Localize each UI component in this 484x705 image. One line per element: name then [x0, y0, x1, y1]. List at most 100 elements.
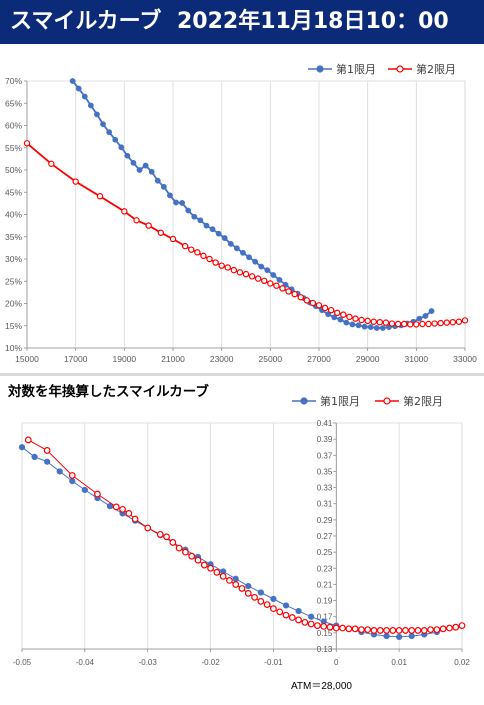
y-tick-label: 0.35	[317, 467, 333, 476]
data-point	[242, 270, 250, 278]
data-point	[279, 285, 286, 292]
data-point	[439, 625, 447, 633]
data-point	[364, 626, 372, 634]
data-point	[81, 486, 88, 494]
data-point	[383, 627, 390, 634]
data-point	[395, 627, 403, 634]
data-point	[422, 313, 429, 319]
legend-label: 第2限月	[416, 62, 456, 76]
data-point	[361, 323, 368, 330]
data-point	[276, 608, 284, 616]
data-point	[252, 258, 259, 265]
x-tick-label: 0.02	[454, 658, 470, 667]
data-point	[254, 275, 262, 282]
y-tick-label: 0.33	[317, 484, 333, 493]
data-point	[288, 614, 296, 621]
data-point	[94, 111, 100, 118]
data-point	[125, 509, 133, 517]
data-point	[267, 280, 274, 287]
data-point	[167, 192, 173, 199]
x-tick-label: 27000	[307, 354, 331, 364]
y-tick-label: 40%	[5, 210, 22, 220]
data-point	[212, 259, 219, 266]
data-point	[358, 626, 365, 634]
data-point	[68, 472, 76, 479]
data-point	[185, 207, 192, 214]
data-point	[238, 585, 246, 592]
x-tick-label: 19000	[113, 354, 137, 364]
legend-marker	[300, 397, 308, 405]
y-tick-label: 0.13	[317, 645, 333, 654]
data-point	[337, 316, 344, 323]
data-point	[307, 620, 315, 628]
y-tick-label: 15%	[5, 321, 22, 331]
data-point	[181, 242, 189, 250]
data-point	[142, 162, 149, 169]
smile-curve-svg: 10% 15% 20% 25% 30% 35% 40% 45% 50% 55% 60% 65% 70% 1…	[5, 62, 477, 364]
data-point	[215, 230, 222, 237]
data-point	[230, 266, 238, 274]
data-point	[408, 632, 415, 640]
data-point	[370, 627, 378, 634]
data-point	[169, 539, 177, 546]
data-point	[232, 581, 240, 588]
series-line	[26, 142, 466, 326]
data-point	[452, 623, 460, 631]
data-point	[455, 318, 463, 325]
data-point	[136, 167, 143, 173]
data-point	[355, 322, 362, 329]
y-tick-label: 0.19	[317, 597, 333, 606]
atm-label: ATM＝28,000	[291, 681, 352, 692]
legend-marker	[396, 65, 404, 73]
x-tick-label: -0.02	[201, 658, 220, 667]
legend-marker	[316, 65, 324, 73]
data-point	[182, 548, 189, 556]
x-tick-label: 31000	[405, 354, 429, 364]
x-tick-label: -0.03	[139, 658, 158, 667]
data-point	[72, 178, 79, 185]
data-point	[133, 217, 140, 224]
data-point	[227, 240, 234, 247]
data-point	[315, 302, 323, 309]
plot-frame	[21, 422, 463, 650]
data-point	[119, 505, 126, 513]
y-tick-label: 50%	[5, 165, 22, 175]
y-tick-label: 35%	[5, 232, 22, 242]
data-point	[339, 624, 346, 632]
data-point	[433, 626, 441, 634]
data-point	[87, 102, 94, 109]
data-point	[148, 168, 155, 175]
data-point	[94, 490, 101, 498]
y-tick-label: 0.15	[317, 629, 333, 638]
data-point	[233, 245, 240, 252]
y-tick-label: 0.21	[317, 580, 333, 589]
data-point	[396, 633, 403, 640]
data-point	[321, 304, 329, 312]
data-point	[157, 229, 165, 236]
data-point	[414, 627, 422, 634]
data-point	[18, 444, 26, 451]
data-point	[264, 267, 271, 274]
data-point	[23, 140, 31, 147]
x-tick-label: 25000	[259, 354, 283, 364]
data-point	[173, 199, 179, 206]
x-tick-label: 17000	[64, 354, 88, 364]
y-tick-label: 10%	[5, 343, 22, 353]
data-point	[331, 314, 338, 321]
data-point	[156, 530, 164, 538]
data-point	[358, 316, 365, 324]
y-tick-label: 0.27	[317, 532, 333, 541]
data-point	[282, 611, 290, 619]
data-point	[197, 217, 204, 224]
data-point	[144, 524, 152, 532]
data-point	[100, 121, 106, 128]
plot-frame	[26, 80, 466, 349]
data-point	[373, 325, 380, 331]
y-tick-label: 0.23	[317, 564, 333, 573]
y-tick-label: 70%	[5, 76, 22, 86]
data-point	[56, 468, 63, 475]
data-point	[370, 318, 377, 325]
data-point	[314, 622, 321, 629]
x-tick-label: 15000	[15, 354, 39, 364]
data-point	[400, 320, 408, 328]
